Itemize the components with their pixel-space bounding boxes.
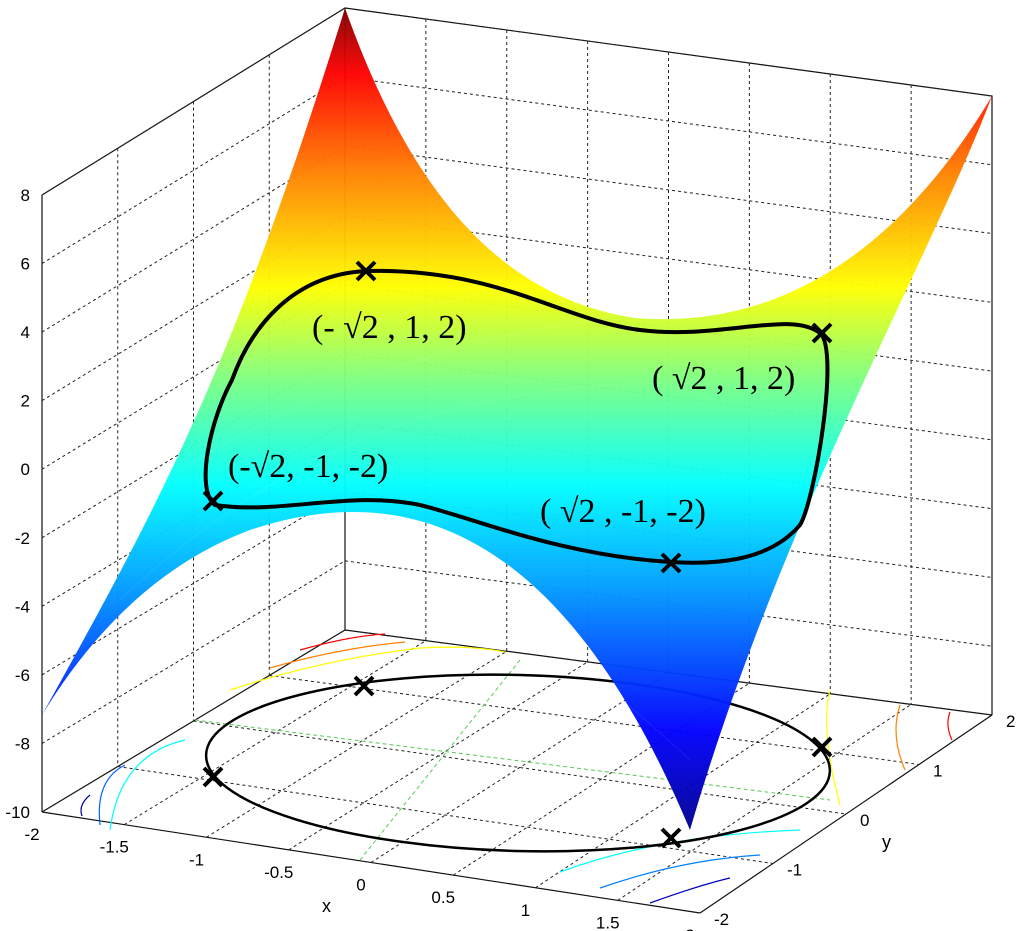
- x-tick-label: -1.5: [100, 838, 129, 857]
- z-tick-label: -6: [15, 666, 30, 685]
- wall-grid-line: [41, 491, 346, 676]
- y-tick-label: -1: [787, 861, 802, 880]
- x-tick-label: -2: [24, 825, 39, 844]
- point-marker: [811, 736, 833, 758]
- y-tick-label: 0: [860, 811, 869, 830]
- point-markers: [202, 260, 833, 849]
- point-marker: [811, 322, 833, 344]
- z-tick-label: 2: [21, 392, 30, 411]
- z-tick-label: 6: [21, 255, 30, 274]
- z-tick-label: -2: [15, 529, 30, 548]
- floor-grid-line: [370, 672, 669, 863]
- z-tick-label: 4: [21, 323, 30, 342]
- y-axis-ticks: -2 -1 0 1 2: [714, 712, 1015, 929]
- floor-constraint-ellipse: [204, 673, 832, 853]
- point-marker: [660, 827, 682, 849]
- floor-grid-line: [117, 766, 774, 864]
- x-tick-label: 1.5: [596, 913, 620, 931]
- z-tick-label: -8: [15, 734, 30, 753]
- z-tick-label: 0: [21, 460, 30, 479]
- x-tick-label: 2: [685, 926, 694, 931]
- point-marker: [202, 490, 224, 512]
- surface-mesh: [119, 199, 921, 761]
- annotation-point-1: (- √2 , 1, 2): [312, 309, 467, 346]
- surface: [42, 8, 992, 830]
- annotation-point-2: ( √2 , 1, 2): [652, 360, 795, 397]
- point-marker: [353, 675, 375, 697]
- annotation-point-3: (-√2, -1, -2): [228, 448, 388, 485]
- wall-grid-line: [41, 76, 346, 264]
- x-tick-label: -0.5: [264, 863, 293, 882]
- x-tick-label: 1: [521, 901, 530, 920]
- z-tick-label: -4: [15, 597, 30, 616]
- point-marker: [202, 766, 224, 788]
- wall-grid-line: [41, 560, 346, 744]
- z-tick-label: -10: [5, 803, 30, 822]
- floor-grid-line: [193, 720, 847, 815]
- x-axis-ticks: -2 -1.5 -1 -0.5 0 0.5 1 1.5 2: [24, 825, 694, 931]
- point-marker: [355, 260, 377, 282]
- wall-grid-line: [344, 145, 993, 235]
- y-tick-label: 1: [933, 762, 942, 781]
- x-axis-label: x: [322, 896, 331, 916]
- y-axis-label: y: [882, 832, 891, 852]
- wall-grid-line: [41, 7, 346, 196]
- x-tick-label: 0.5: [431, 888, 455, 907]
- floor-grid-line: [123, 640, 427, 826]
- floor-grid-line: [269, 675, 920, 765]
- z-tick-label: 8: [21, 186, 30, 205]
- z-axis-ticks: 8 6 4 2 0 -2 -4 -6 -8 -10: [5, 186, 30, 822]
- point-marker: [660, 552, 682, 574]
- x-tick-label: 0: [356, 876, 365, 895]
- y-tick-label: 2: [1006, 712, 1015, 731]
- annotation-point-4: ( √2 , -1, -2): [540, 493, 706, 530]
- x-tick-label: -1: [189, 850, 204, 869]
- y-tick-label: -2: [714, 910, 729, 929]
